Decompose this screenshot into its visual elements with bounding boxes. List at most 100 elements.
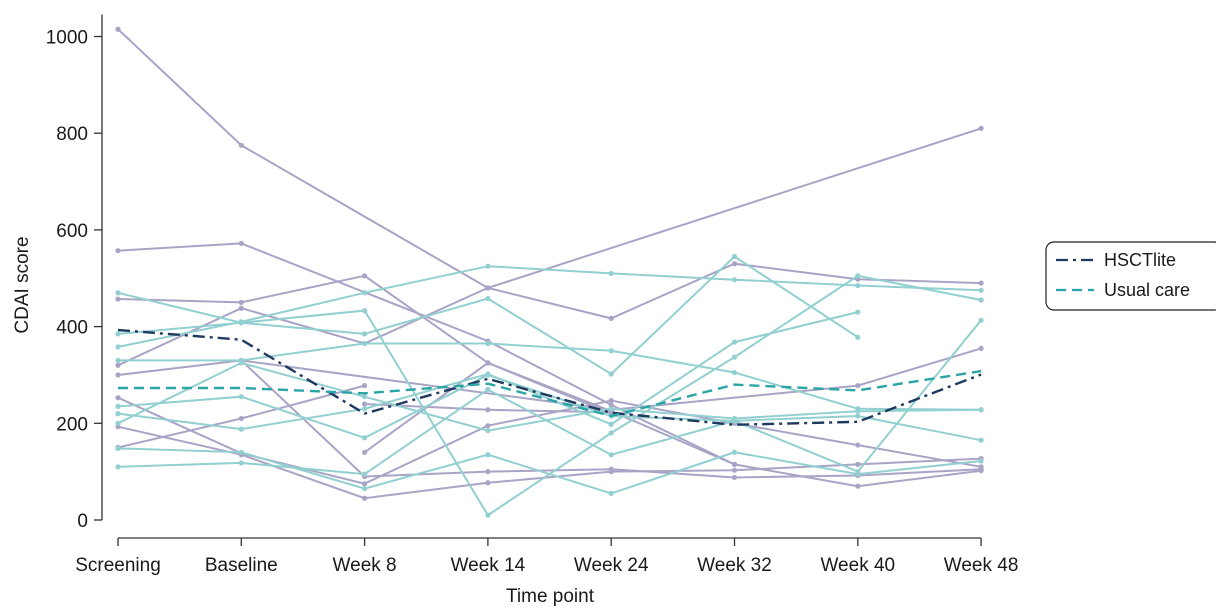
individual-line-usual bbox=[117, 361, 982, 432]
data-point-hsct bbox=[238, 142, 244, 148]
data-point-usual bbox=[362, 485, 368, 492]
data-point-usual bbox=[855, 408, 861, 414]
data-point-usual bbox=[731, 339, 738, 345]
x-tick-label: Week 40 bbox=[820, 555, 895, 576]
data-point-hsct bbox=[978, 125, 984, 131]
data-point-hsct bbox=[485, 423, 491, 429]
data-point-hsct bbox=[731, 461, 738, 467]
data-point-hsct bbox=[238, 305, 244, 311]
data-point-usual bbox=[115, 445, 121, 452]
data-point-hsct bbox=[362, 495, 368, 501]
data-point-usual bbox=[362, 290, 368, 296]
x-tick-label: Week 14 bbox=[451, 555, 526, 576]
data-point-usual bbox=[608, 452, 614, 458]
data-point-hsct bbox=[855, 461, 861, 467]
data-point-usual bbox=[485, 295, 491, 302]
data-point-hsct bbox=[978, 466, 984, 472]
data-point-usual bbox=[485, 371, 491, 377]
data-point-hsct bbox=[731, 474, 738, 481]
data-point-usual bbox=[485, 427, 491, 434]
data-point-hsct bbox=[485, 469, 491, 475]
data-point-usual bbox=[731, 354, 738, 360]
data-point-hsct bbox=[978, 345, 984, 351]
data-point-usual bbox=[855, 334, 861, 340]
data-point-hsct bbox=[238, 415, 244, 422]
data-point-hsct bbox=[731, 467, 738, 473]
data-point-hsct bbox=[978, 280, 984, 286]
data-point-usual bbox=[238, 449, 244, 455]
data-point-hsct bbox=[608, 402, 614, 408]
data-point-usual bbox=[978, 297, 984, 303]
mean-lines bbox=[117, 328, 982, 427]
data-point-usual bbox=[731, 369, 738, 376]
data-point-hsct bbox=[115, 26, 121, 32]
data-point-usual bbox=[485, 340, 491, 347]
data-point-usual bbox=[362, 308, 368, 314]
data-point-usual bbox=[731, 415, 738, 422]
data-point-hsct bbox=[485, 480, 491, 486]
data-point-usual bbox=[115, 411, 121, 417]
data-point-hsct bbox=[485, 360, 491, 366]
data-point-hsct bbox=[115, 362, 121, 368]
data-point-hsct bbox=[362, 449, 368, 455]
legend-label-usual-care: Usual care bbox=[1104, 280, 1190, 300]
data-point-usual bbox=[855, 413, 861, 419]
individual-line-usual bbox=[117, 255, 859, 376]
data-point-usual bbox=[978, 437, 984, 443]
data-point-usual bbox=[238, 319, 244, 325]
data-point-hsct bbox=[362, 481, 368, 487]
data-point-usual bbox=[731, 253, 738, 260]
data-point-usual bbox=[978, 287, 984, 293]
data-point-hsct bbox=[608, 466, 614, 472]
y-tick-label: 800 bbox=[56, 124, 88, 145]
x-tick-label: Screening bbox=[75, 555, 161, 576]
legend: HSCTlite Usual care bbox=[1045, 241, 1216, 311]
data-point-usual bbox=[238, 460, 244, 466]
data-point-hsct bbox=[115, 372, 121, 378]
data-point-hsct bbox=[855, 442, 861, 448]
data-point-hsct bbox=[485, 285, 491, 291]
data-point-usual bbox=[115, 403, 121, 409]
y-tick-label: 200 bbox=[56, 414, 88, 435]
data-point-usual bbox=[485, 386, 491, 393]
data-point-usual bbox=[485, 263, 491, 269]
data-point-usual bbox=[978, 458, 984, 464]
data-point-usual bbox=[608, 406, 614, 412]
x-tick-label: Week 32 bbox=[697, 555, 772, 576]
individual-line-usual bbox=[118, 342, 982, 411]
data-point-hsct bbox=[238, 240, 244, 247]
data-point-usual bbox=[855, 273, 861, 279]
data-point-usual bbox=[485, 452, 491, 458]
data-point-hsct bbox=[485, 407, 491, 413]
individual-line-hsct bbox=[117, 262, 982, 367]
data-point-usual bbox=[855, 282, 861, 289]
x-axis-label: Time point bbox=[506, 586, 595, 607]
data-point-hsct bbox=[608, 397, 614, 404]
data-point-hsct bbox=[115, 248, 121, 254]
data-point-hsct bbox=[608, 315, 614, 321]
individual-line-usual bbox=[117, 319, 982, 476]
data-point-usual bbox=[362, 331, 368, 337]
x-tick-label: Week 24 bbox=[574, 555, 649, 576]
data-point-hsct bbox=[855, 382, 861, 389]
data-point-hsct bbox=[115, 296, 121, 302]
individual-line-usual bbox=[117, 447, 982, 495]
y-tick-label: 600 bbox=[56, 221, 88, 242]
data-point-usual bbox=[115, 357, 121, 364]
data-point-hsct bbox=[362, 401, 368, 407]
data-point-hsct bbox=[731, 261, 738, 267]
data-point-usual bbox=[362, 435, 368, 441]
data-point-usual bbox=[115, 464, 121, 470]
y-tick-label: 400 bbox=[56, 318, 88, 339]
data-point-usual bbox=[608, 430, 614, 436]
data-point-usual bbox=[608, 270, 614, 277]
data-point-hsct bbox=[855, 483, 861, 489]
data-point-usual bbox=[731, 449, 738, 455]
y-axis-label: CDAI score bbox=[12, 236, 33, 333]
data-point-hsct bbox=[115, 395, 121, 401]
legend-label-hsctlite: HSCTlite bbox=[1104, 250, 1176, 270]
y-tick-label: 1000 bbox=[46, 28, 88, 49]
mean-line-hsctlite bbox=[117, 328, 982, 427]
